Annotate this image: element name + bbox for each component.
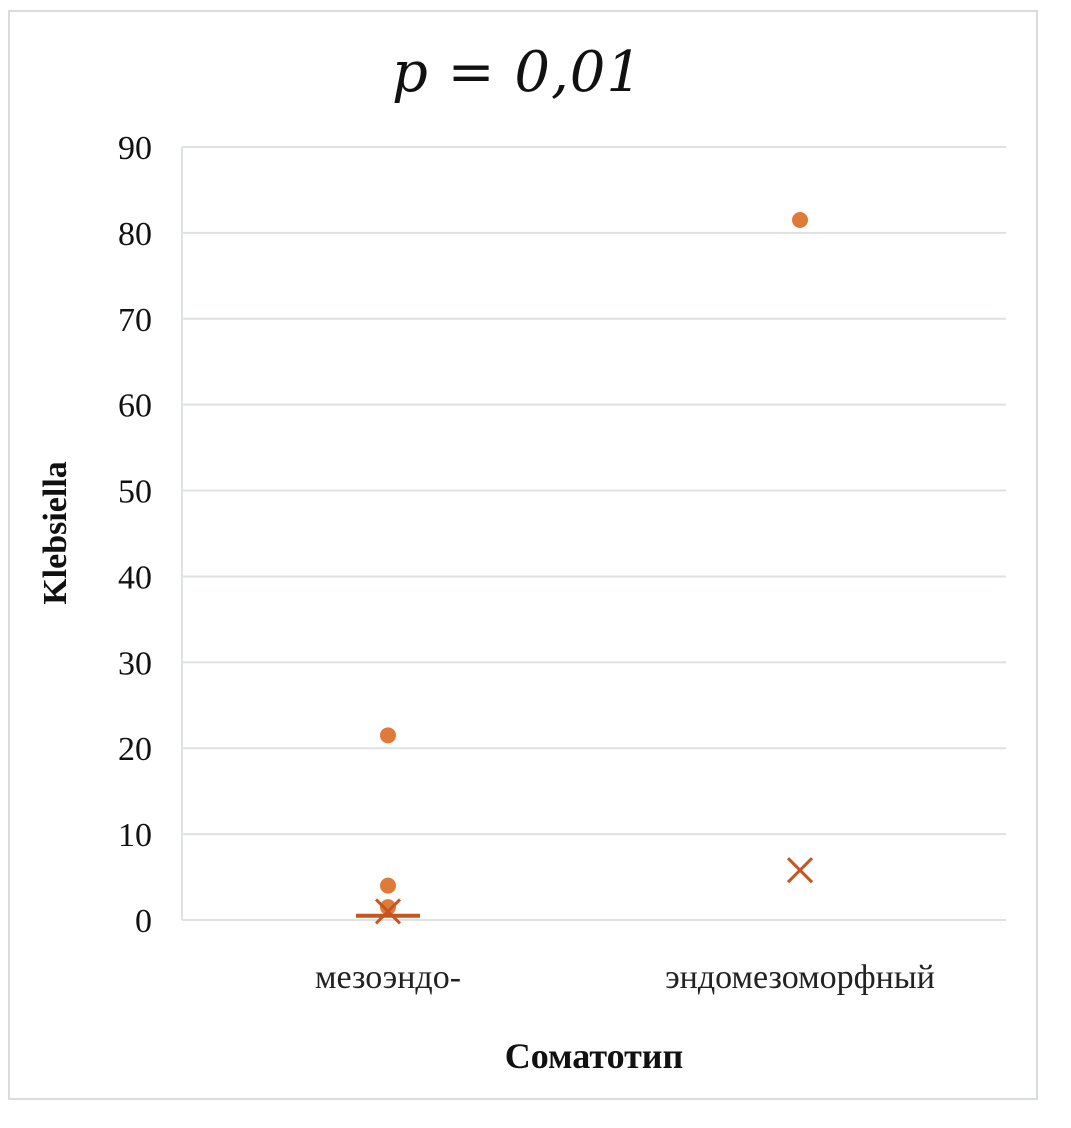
data-point — [792, 212, 808, 229]
chart-frame — [8, 10, 1038, 1100]
x-category-label: мезоэндо- — [315, 959, 461, 996]
y-tick-label: 10 — [118, 817, 152, 854]
y-tick-label: 40 — [118, 559, 152, 596]
y-tick-label: 50 — [118, 474, 152, 511]
y-tick-label: 20 — [118, 731, 152, 768]
data-point — [380, 877, 396, 894]
x-axis-label: Соматотип — [504, 1036, 684, 1076]
y-tick-label: 90 — [118, 130, 152, 167]
mean-marker — [374, 898, 402, 925]
chart-title: p = 0,01 — [391, 40, 644, 105]
y-tick-label: 60 — [118, 388, 152, 425]
data-point — [380, 899, 396, 916]
y-tick-label: 80 — [118, 216, 152, 253]
y-tick-label: 70 — [118, 302, 152, 339]
mean-marker — [786, 857, 814, 884]
y-tick-label: 0 — [135, 903, 152, 940]
y-tick-label: 30 — [118, 645, 152, 682]
data-point — [380, 727, 396, 744]
x-category-label: эндомезоморфный — [665, 959, 935, 996]
